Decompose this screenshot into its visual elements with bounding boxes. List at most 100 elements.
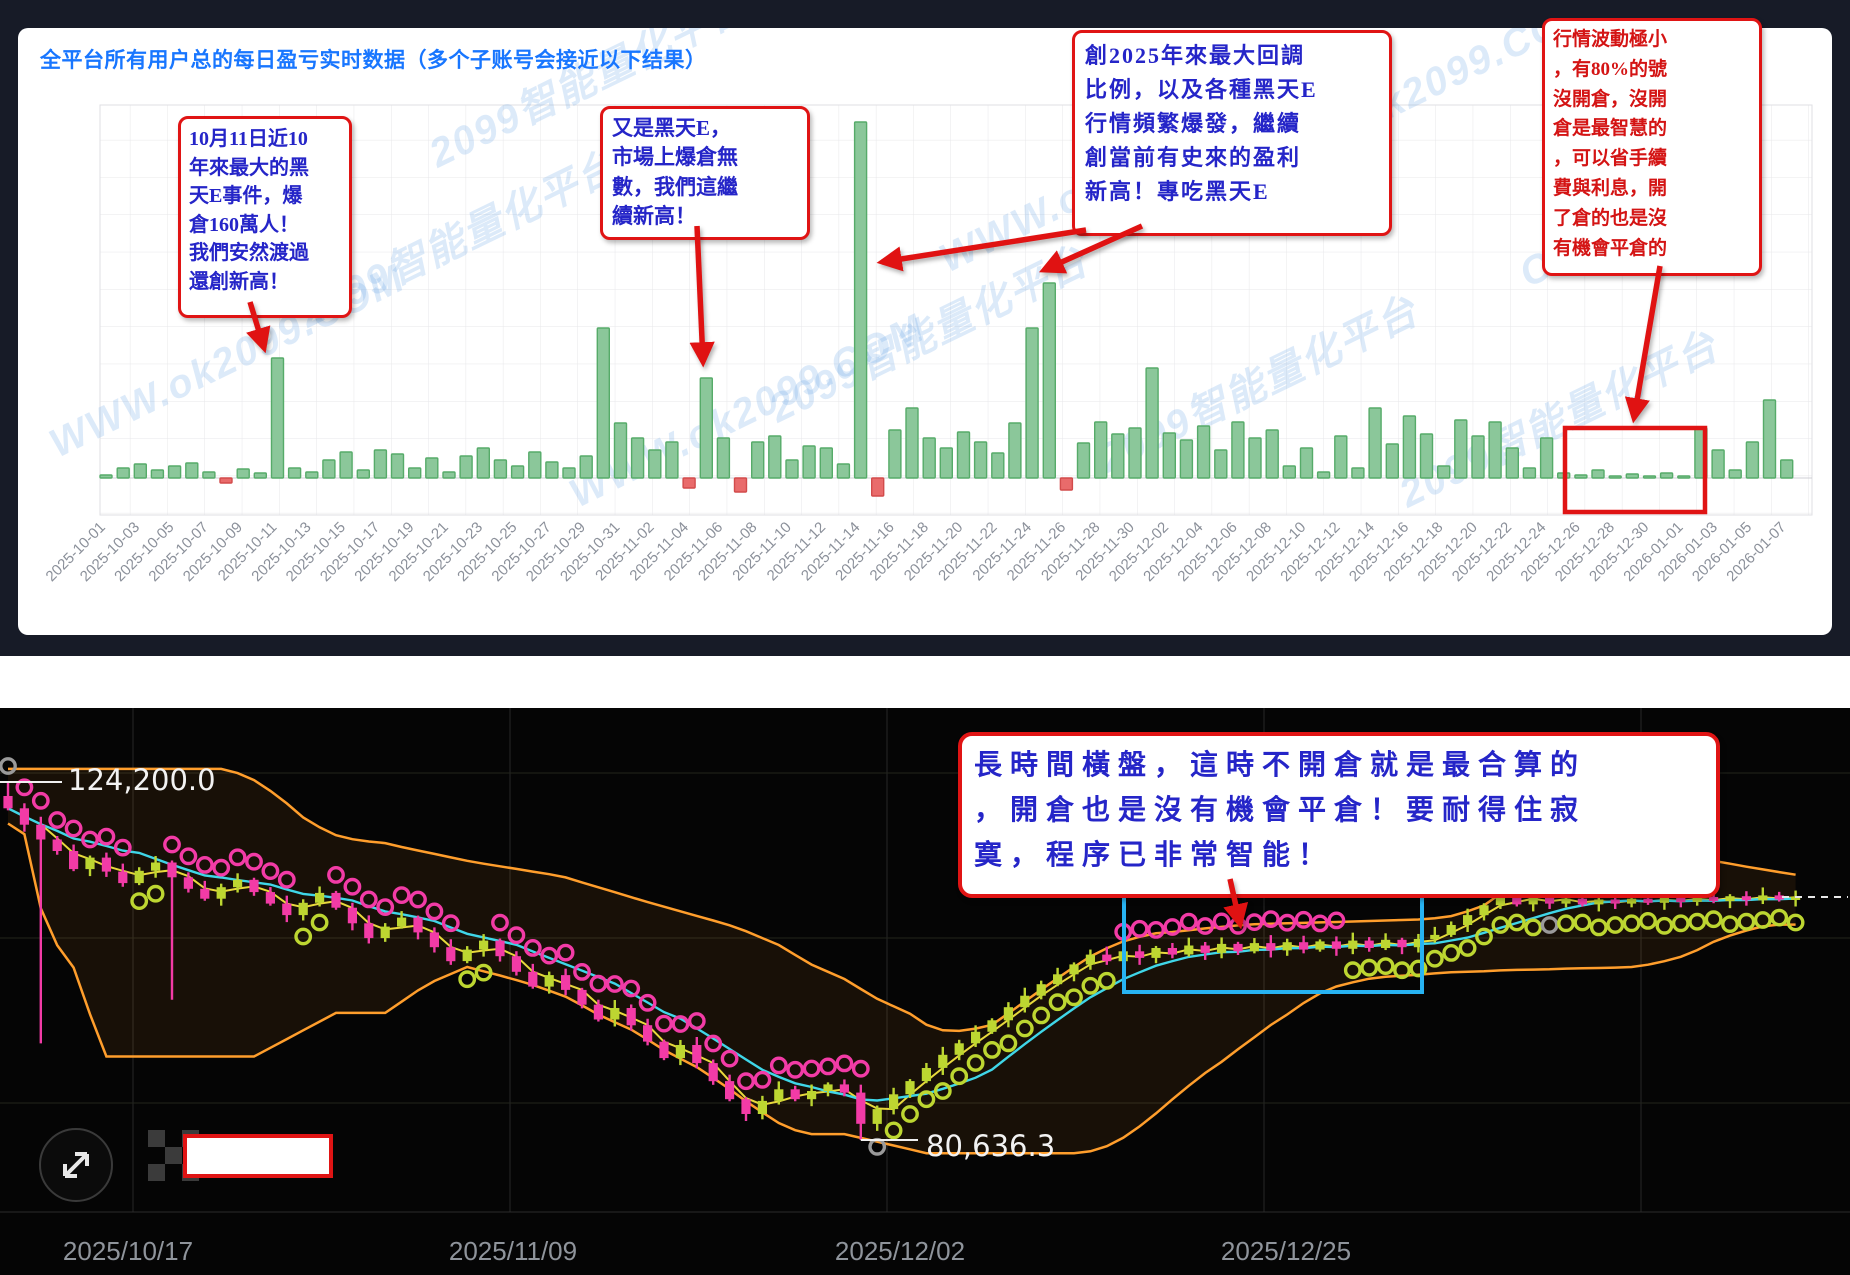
candle (1266, 943, 1276, 951)
sar-dot (425, 902, 444, 921)
bar (1282, 465, 1297, 479)
candle (757, 1100, 767, 1114)
sar-dot (1524, 918, 1543, 937)
bar (1642, 475, 1657, 479)
candle (1643, 898, 1653, 903)
bar (425, 457, 439, 479)
band-fill (8, 768, 1796, 1154)
sar-dot (474, 963, 493, 982)
sar-dot (146, 884, 165, 903)
x-axis-label: 2025/11/09 (448, 1236, 578, 1266)
candle (1561, 898, 1571, 904)
sar-dot (327, 865, 345, 884)
bar (1591, 469, 1605, 479)
candle (741, 1099, 751, 1114)
candle (69, 851, 79, 870)
sar-dot (966, 1054, 985, 1072)
sar-dot (901, 1105, 919, 1123)
bar (1728, 469, 1742, 479)
bar (853, 121, 868, 479)
candle (1184, 945, 1194, 955)
candle (1315, 941, 1325, 950)
candle (1217, 943, 1227, 953)
bar (562, 467, 576, 479)
bar (1248, 437, 1262, 479)
candle (1299, 942, 1309, 950)
sar-dot (0, 757, 17, 775)
candle (1036, 984, 1046, 996)
sar-dot (1606, 916, 1625, 934)
candle (1676, 897, 1686, 902)
sar-dot (245, 852, 263, 871)
bar (905, 407, 919, 479)
candle (380, 926, 390, 939)
high-price-label: 124,200.0 (68, 763, 216, 797)
bar (733, 477, 748, 493)
sar-dot (753, 1070, 772, 1089)
candle (397, 917, 407, 927)
sar-dot (1015, 1019, 1034, 1038)
sar-dot (1704, 910, 1723, 929)
candle (1692, 897, 1702, 902)
bar (939, 447, 953, 479)
bar (1419, 433, 1434, 479)
bar (1231, 421, 1245, 479)
candle (577, 989, 587, 1005)
candle (1774, 895, 1784, 900)
candle (692, 1045, 702, 1064)
plot-grid (99, 104, 1813, 516)
x-axis-label: 2025/12/02 (834, 1236, 966, 1266)
candle (462, 949, 472, 962)
bar (528, 451, 542, 479)
sar-dot (769, 1056, 788, 1075)
bar (1608, 475, 1622, 479)
candle (429, 932, 439, 948)
candle (1003, 1007, 1013, 1021)
candle (134, 870, 144, 884)
sar-dot (277, 870, 296, 889)
panel-title: 全平台所有用户总的每日盈亏实时数据（多个子账号会接近以下结果） (40, 49, 707, 72)
sar-dot (1278, 913, 1297, 932)
candle (1545, 895, 1555, 904)
candle (938, 1054, 948, 1068)
candle (1725, 896, 1735, 902)
bar (956, 431, 971, 479)
sar-dot (1639, 911, 1657, 930)
sar-dot (195, 855, 214, 874)
sar-dot (687, 1012, 706, 1030)
bar (1334, 435, 1348, 479)
sar-dot (1721, 915, 1739, 934)
bar (1745, 441, 1760, 479)
bar (339, 451, 353, 479)
bar (1385, 443, 1400, 479)
bar (785, 459, 799, 479)
sar-dot (1360, 958, 1379, 977)
candle (1200, 945, 1210, 953)
bar (1008, 422, 1022, 479)
bar (1299, 447, 1314, 479)
candle (823, 1084, 833, 1091)
sar-dot (1163, 918, 1182, 936)
candle (1364, 940, 1374, 948)
candle (1594, 899, 1604, 905)
bar (1145, 367, 1159, 479)
candle (1577, 898, 1587, 905)
expand-button[interactable] (39, 1128, 113, 1202)
sar-dot (1327, 911, 1346, 930)
sar-dot (1491, 916, 1510, 934)
sar-dot (1147, 920, 1165, 939)
bar (1265, 429, 1279, 479)
sar-dot (1409, 959, 1428, 978)
candle (1528, 895, 1538, 905)
ma-line-mid (7, 807, 1796, 1102)
sar-dot (622, 979, 641, 998)
bar (922, 437, 936, 479)
sar-dot (294, 927, 313, 946)
candle (347, 907, 357, 924)
sar-dot (130, 892, 149, 911)
candle (561, 975, 571, 990)
sar-dot (310, 913, 329, 932)
sar-dot (81, 830, 99, 849)
sar-dot (97, 827, 116, 846)
candle (839, 1084, 849, 1093)
